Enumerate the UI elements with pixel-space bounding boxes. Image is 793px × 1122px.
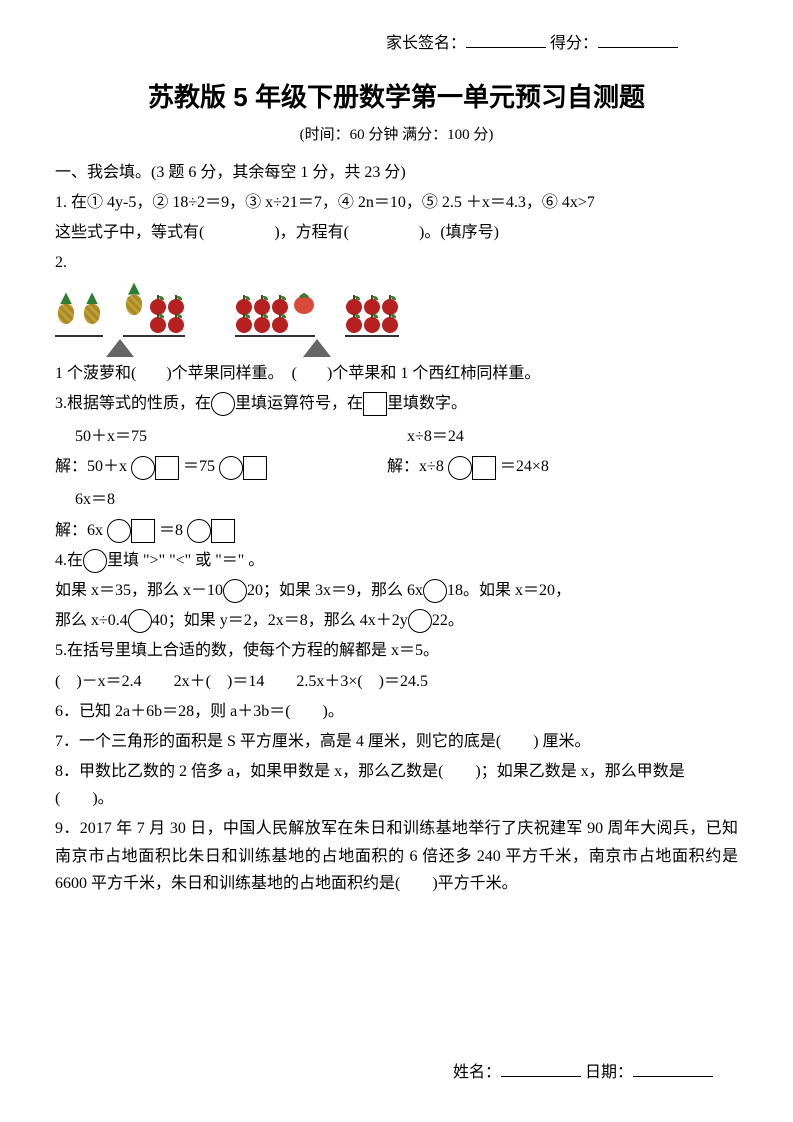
q4-blank-4[interactable]	[408, 609, 432, 633]
q4-l2-a: 那么 x÷0.4	[55, 612, 128, 629]
eq1-solution: 解：50＋x ＝75	[55, 453, 267, 480]
pineapple-icon	[81, 292, 103, 324]
apple-icon	[254, 317, 270, 333]
apple-icon	[382, 317, 398, 333]
apple-icon	[272, 317, 288, 333]
tomato-icon	[294, 296, 314, 314]
scale1-right-pan	[123, 283, 185, 337]
section-1-heading: 一、我会填。(3 题 6 分，其余每空 1 分，共 23 分)	[55, 159, 738, 186]
page-subtitle: (时间：60 分钟 满分：100 分)	[55, 123, 738, 149]
fulcrum-icon	[106, 339, 134, 357]
circle-blank-icon	[211, 392, 235, 416]
eq2: x÷8＝24	[407, 423, 549, 450]
eq2-sol-a: 解：x÷8	[387, 458, 444, 475]
eq3-op-blank[interactable]	[107, 519, 131, 543]
eq1-op-blank[interactable]	[131, 456, 155, 480]
q4-text-a: 4.在	[55, 552, 83, 569]
q6: 6．已知 2a＋6b＝28，则 a＋3b＝( )。	[55, 698, 738, 725]
apple-icon	[150, 317, 166, 333]
eq1-num-blank-2[interactable]	[243, 456, 267, 480]
eq2-op-blank[interactable]	[448, 456, 472, 480]
balance-scale-1	[55, 283, 185, 357]
q9: 9．2017 年 7 月 30 日，中国人民解放军在朱日和训练基地举行了庆祝建军…	[55, 815, 738, 897]
q4-line2: 那么 x÷0.4 40；如果 y＝2，2x＝8，那么 4x＋2y 22。	[55, 607, 738, 634]
q5-equations: ( )－x＝2.4 2x＋( )＝14 2.5x＋3×( )＝24.5	[55, 668, 738, 695]
eq3-num-blank[interactable]	[131, 519, 155, 543]
q4-l1-b: 20；如果 3x＝9，那么 6x	[247, 582, 423, 599]
score-label: 得分：	[550, 35, 598, 52]
eq3-sol-a: 解：6x	[55, 522, 103, 539]
q2-balance-illustration	[55, 283, 738, 357]
q2-text: 1 个菠萝和( )个苹果同样重。 ( )个苹果和 1 个西红柿同样重。	[55, 360, 738, 387]
q4-l2-b: 40；如果 y＝2，2x＝8，那么 4x＋2y	[152, 612, 408, 629]
eq1-sol-a: 解：50＋x	[55, 458, 127, 475]
q1-text-c: )。(填序号)	[419, 224, 499, 241]
page-title: 苏教版 5 年级下册数学第一单元预习自测题	[55, 75, 738, 119]
square-blank-icon	[363, 392, 387, 416]
q4-l1-a: 如果 x＝35，那么 x－10	[55, 582, 223, 599]
q4-blank-2[interactable]	[423, 579, 447, 603]
parent-sign-blank[interactable]	[466, 31, 546, 48]
eq3-op-blank-2[interactable]	[187, 519, 211, 543]
q4-intro: 4.在 里填 ">" "<" 或 "＝" 。	[55, 547, 738, 574]
eq3-solution: 解：6x ＝8	[55, 517, 738, 544]
q7: 7．一个三角形的面积是 S 平方厘米，高是 4 厘米，则它的底是( ) 厘米。	[55, 728, 738, 755]
eq1-num-blank[interactable]	[155, 456, 179, 480]
pineapple-icon	[123, 283, 145, 315]
q5-intro: 5.在括号里填上合适的数，使每个方程的解都是 x＝5。	[55, 637, 738, 664]
eq3-num-blank-2[interactable]	[211, 519, 235, 543]
q4-blank-3[interactable]	[128, 609, 152, 633]
name-label: 姓名：	[453, 1064, 501, 1081]
q3-intro: 3.根据等式的性质，在 里填运算符号，在 里填数字。	[55, 390, 738, 417]
name-blank[interactable]	[501, 1060, 581, 1077]
q4-text-b: 里填 ">" "<" 或 "＝" 。	[107, 552, 264, 569]
q2-text-c: )个苹果和 1 个西红柿同样重。	[327, 365, 540, 382]
balance-scale-2	[235, 295, 399, 357]
q3-text-b: 里填运算符号，在	[235, 395, 363, 412]
q2-text-a: 1 个菠萝和(	[55, 365, 136, 382]
eq3-sol-b: ＝8	[159, 522, 183, 539]
eq1: 50＋x＝75	[75, 423, 267, 450]
eq2-num-blank[interactable]	[472, 456, 496, 480]
scale2-right-pan	[345, 297, 399, 337]
date-label: 日期：	[585, 1064, 633, 1081]
footer-name-date: 姓名： 日期：	[453, 1058, 713, 1082]
q3-text-a: 3.根据等式的性质，在	[55, 395, 211, 412]
score-blank[interactable]	[598, 31, 678, 48]
fulcrum-icon	[303, 339, 331, 357]
apple-icon	[168, 317, 184, 333]
q1-text-b: )，方程有(	[274, 224, 349, 241]
parent-sign-label: 家长签名：	[386, 35, 466, 52]
q4-blank-1[interactable]	[223, 579, 247, 603]
pineapple-icon	[55, 292, 77, 324]
q1-text-a: 这些式子中，等式有(	[55, 224, 204, 241]
apple-icon	[236, 317, 252, 333]
eq1-op-blank-2[interactable]	[219, 456, 243, 480]
eq2-solution: 解：x÷8 ＝24×8	[387, 453, 549, 480]
q2-num: 2.	[55, 249, 738, 276]
q2-text-b: )个苹果同样重。 (	[166, 365, 297, 382]
date-blank[interactable]	[633, 1060, 713, 1077]
q1-line2: 这些式子中，等式有( )，方程有( )。(填序号)	[55, 219, 738, 246]
eq2-sol-b: ＝24×8	[500, 458, 549, 475]
q4-line1: 如果 x＝35，那么 x－10 20；如果 3x＝9，那么 6x 18。如果 x＝2…	[55, 577, 738, 604]
scale2-left-pan	[235, 295, 315, 337]
scale1-left-pan	[55, 292, 103, 336]
eq3: 6x＝8	[75, 486, 738, 513]
apple-icon	[364, 317, 380, 333]
q3-text-c: 里填数字。	[387, 395, 467, 412]
circle-blank-icon	[83, 549, 107, 573]
apple-icon	[346, 317, 362, 333]
eq1-sol-b: ＝75	[183, 458, 215, 475]
header-signature-line: 家长签名： 得分：	[55, 30, 738, 57]
q4-l2-c: 22。	[432, 612, 464, 629]
q1-line1: 1. 在① 4y-5，② 18÷2＝9，③ x÷21＝7，④ 2n＝10，⑤ 2…	[55, 189, 738, 216]
q8: 8．甲数比乙数的 2 倍多 a，如果甲数是 x，那么乙数是( )；如果乙数是 x…	[55, 758, 738, 812]
q4-l1-c: 18。如果 x＝20，	[447, 582, 571, 599]
